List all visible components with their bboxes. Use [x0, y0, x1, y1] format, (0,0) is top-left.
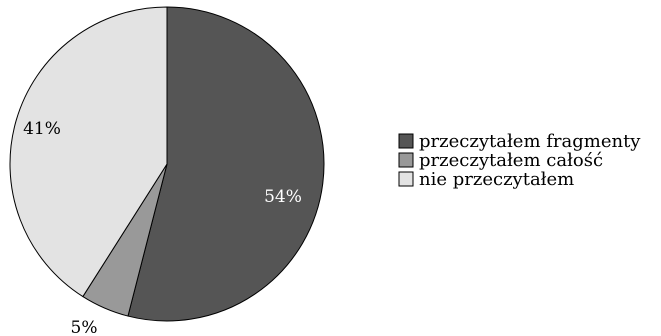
legend-label: nie przeczytałem — [419, 169, 574, 190]
legend-swatch — [398, 171, 414, 187]
pie-data-label: 41% — [23, 119, 61, 139]
legend-label: przeczytałem całość — [419, 150, 603, 171]
legend-swatch — [398, 133, 414, 149]
pie-slices — [9, 6, 325, 322]
legend-swatch — [398, 152, 414, 168]
pie-slice — [127, 6, 325, 322]
pie-slice — [9, 6, 168, 298]
pie-data-label: 54% — [264, 187, 302, 207]
pie-data-label: 5% — [71, 318, 98, 336]
legend-label: przeczytałem fragmenty — [419, 131, 641, 152]
pie-data-labels: 54% 5% 41% — [23, 119, 302, 336]
